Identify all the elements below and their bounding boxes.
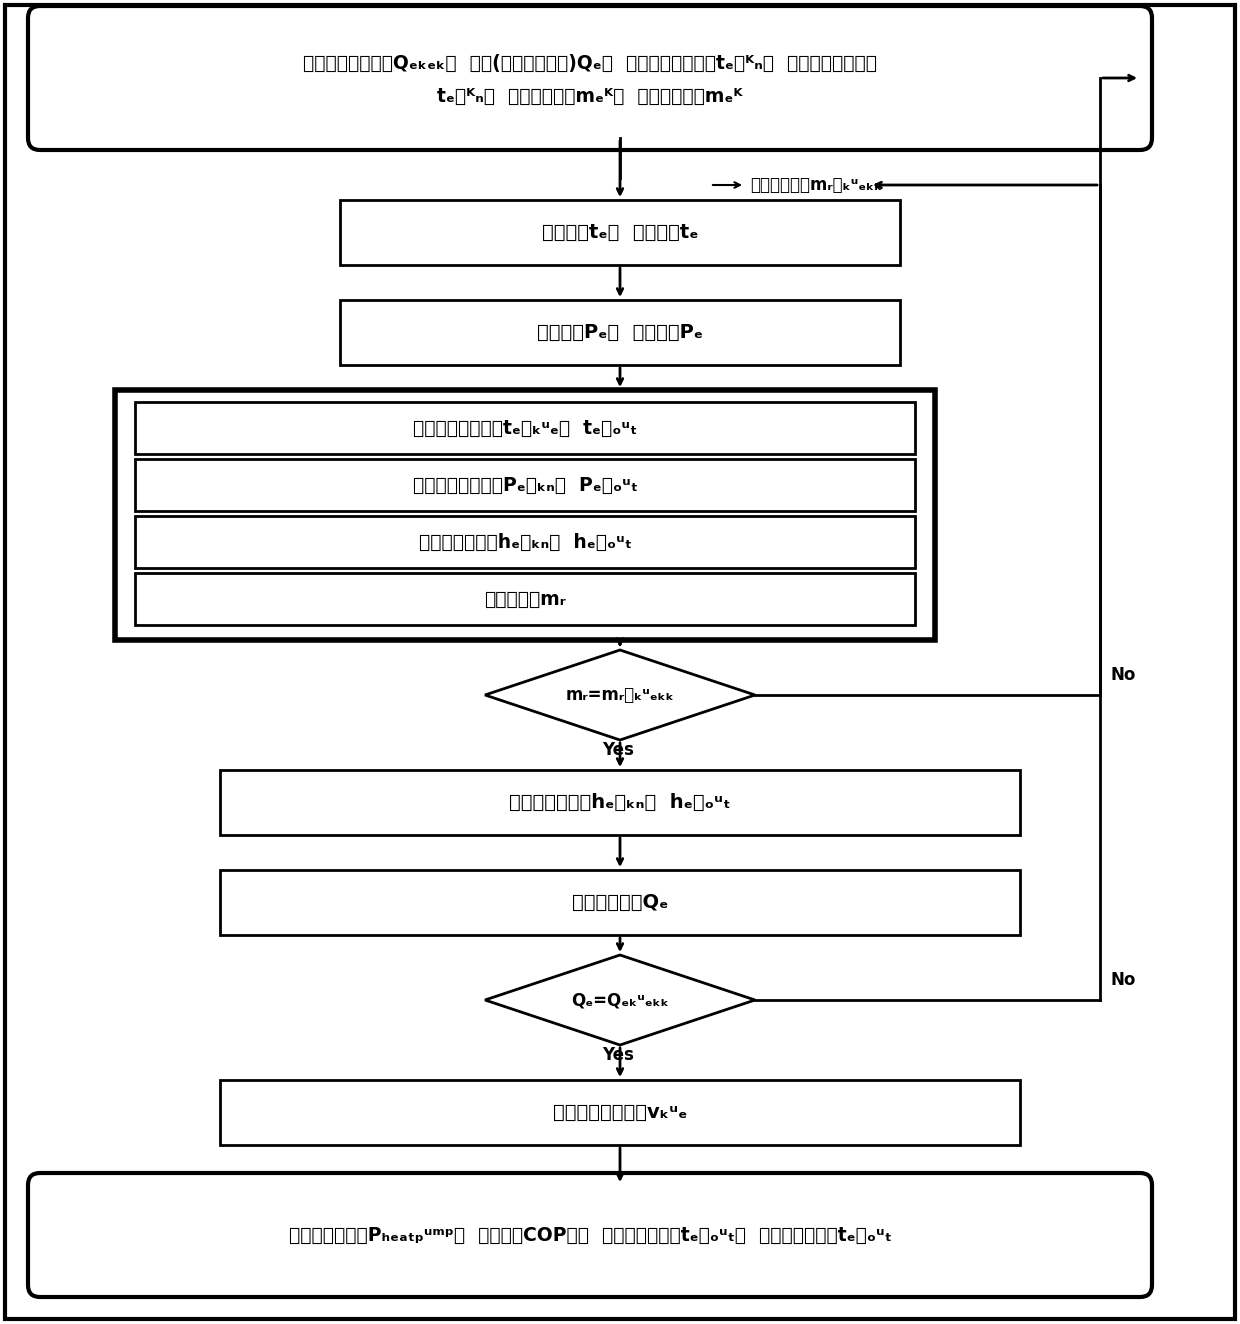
Text: 假设制冷流量mᵣ，ₖᵘₑₖₖ: 假设制冷流量mᵣ，ₖᵘₑₖₖ bbox=[750, 176, 883, 195]
Bar bbox=[219, 771, 1021, 835]
Text: mᵣ=mᵣ，ₖᵘₑₖₖ: mᵣ=mᵣ，ₖᵘₑₖₖ bbox=[565, 686, 675, 704]
Text: 压缩机进出口压力Pₑ，ₖₙ，  Pₑ，ₒᵘₜ: 压缩机进出口压力Pₑ，ₖₙ， Pₑ，ₒᵘₜ bbox=[413, 475, 637, 494]
Polygon shape bbox=[485, 955, 755, 1045]
Text: Yes: Yes bbox=[601, 1046, 634, 1064]
Text: Yes: Yes bbox=[601, 741, 634, 759]
Bar bbox=[115, 391, 935, 639]
Bar bbox=[219, 1080, 1021, 1145]
Text: 蒸发器进出口焓hₑ，ₖₙ，  hₑ，ₒᵘₜ: 蒸发器进出口焓hₑ，ₖₙ， hₑ，ₒᵘₜ bbox=[510, 793, 730, 812]
Polygon shape bbox=[485, 650, 755, 740]
Bar bbox=[135, 459, 915, 511]
Text: 假设蒸发器换热量Qₑₖₑₖ，  负荷(冷凝侧放热量)Qₑ，  蒸发器侧进口温度tₑ，ᴷₙ，  冷凝器侧进口温度: 假设蒸发器换热量Qₑₖₑₖ， 负荷(冷凝侧放热量)Qₑ， 蒸发器侧进口温度tₑ，… bbox=[303, 53, 877, 73]
FancyBboxPatch shape bbox=[29, 1173, 1152, 1298]
Text: 压缩机实际功率Pₕₑₐₜₚᵘᵐᵖ，  机组实际COP值，  蒸发器出口温度tₑ，ₒᵘₜ，  冷凝器出口温度tₑ，ₒᵘₜ: 压缩机实际功率Pₕₑₐₜₚᵘᵐᵖ， 机组实际COP值， 蒸发器出口温度tₑ，ₒᵘ… bbox=[289, 1226, 892, 1245]
Text: 制冷剂流量mᵣ: 制冷剂流量mᵣ bbox=[484, 589, 565, 609]
Bar bbox=[340, 200, 900, 265]
Text: 压缩机进出口温度tₑ，ₖᵘₑ，  tₑ，ₒᵘₜ: 压缩机进出口温度tₑ，ₖᵘₑ， tₑ，ₒᵘₜ bbox=[413, 418, 637, 437]
Text: 蒸发器换热量Qₑ: 蒸发器换热量Qₑ bbox=[572, 892, 668, 912]
Text: No: No bbox=[1110, 666, 1136, 685]
Text: 蒸发压力Pₑ，  冷凝压力Pₑ: 蒸发压力Pₑ， 冷凝压力Pₑ bbox=[537, 323, 703, 342]
Text: 冷凝器进出口焓hₑ，ₖₙ，  hₑ，ₒᵘₜ: 冷凝器进出口焓hₑ，ₖₙ， hₑ，ₒᵘₜ bbox=[419, 532, 631, 552]
Text: Qₑ=Qₑₖᵘₑₖₖ: Qₑ=Qₑₖᵘₑₖₖ bbox=[572, 990, 668, 1009]
Bar bbox=[135, 516, 915, 568]
Text: 蒸发温度tₑ，  冷凝温度tₑ: 蒸发温度tₑ， 冷凝温度tₑ bbox=[542, 222, 698, 242]
Bar bbox=[340, 301, 900, 365]
Text: 压缩机进口比体积vₖᵘₑ: 压缩机进口比体积vₖᵘₑ bbox=[553, 1103, 687, 1121]
Text: tₑ，ᴷₙ，  蒸发器侧流量mₑᴷ，  冷凝器侧流量mₑᴷ: tₑ，ᴷₙ， 蒸发器侧流量mₑᴷ， 冷凝器侧流量mₑᴷ bbox=[438, 86, 743, 106]
FancyBboxPatch shape bbox=[29, 7, 1152, 150]
Bar bbox=[135, 573, 915, 625]
Text: No: No bbox=[1110, 970, 1136, 989]
Bar bbox=[135, 402, 915, 454]
Bar bbox=[219, 870, 1021, 935]
